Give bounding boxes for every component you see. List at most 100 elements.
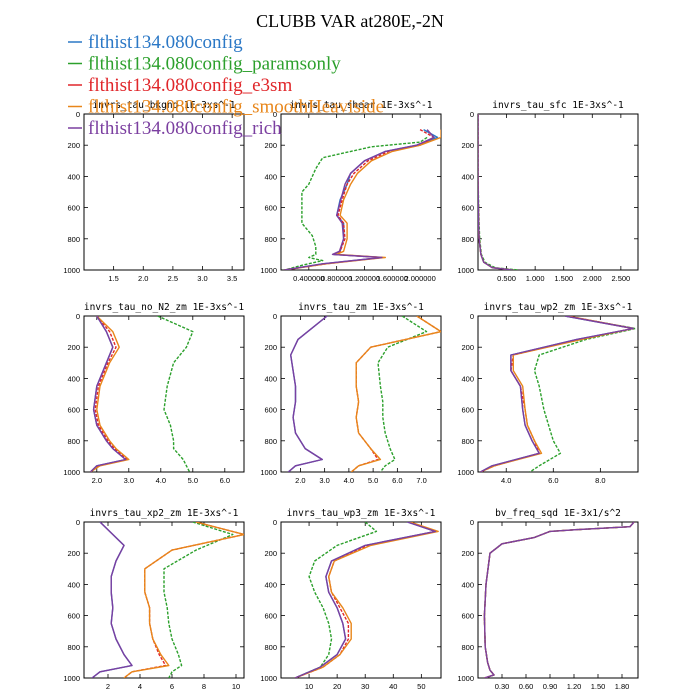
chart-panel: invrs_tau_bkgnd 1E-3xs^-1 0 200 400 600 800 10… xyxy=(63,100,245,283)
series-line-paramsonly xyxy=(478,114,519,270)
plot-frame xyxy=(83,315,245,473)
series-line-e3sm xyxy=(483,522,635,678)
x-tick-label: 0.400000 xyxy=(293,274,324,283)
y-tick-label: 0 xyxy=(76,518,80,527)
y-tick-label: 600 xyxy=(264,204,277,213)
panel-title: invrs_tau_sfc 1E-3xs^-1 xyxy=(492,100,624,111)
y-tick-label: 1000 xyxy=(63,468,80,477)
y-tick-label: 1000 xyxy=(457,266,474,275)
series-line-paramsonly xyxy=(483,522,635,678)
series-line-rich xyxy=(91,522,133,678)
series-line-paramsonly xyxy=(529,316,637,472)
series-line-smoothHeaviside xyxy=(480,316,634,472)
plot-frame xyxy=(83,521,245,679)
x-tick-label: 1.50 xyxy=(591,682,606,691)
panel-title: invrs_tau_bkgnd 1E-3xs^-1 xyxy=(93,100,236,111)
series-line-smoothHeaviside xyxy=(284,129,441,270)
series-line-smoothHeaviside xyxy=(483,522,635,678)
y-tick-label: 400 xyxy=(264,374,277,383)
y-tick-label: 200 xyxy=(461,343,474,352)
y-tick-label: 800 xyxy=(67,235,80,244)
x-tick-label: 0.500 xyxy=(497,274,516,283)
y-tick-label: 600 xyxy=(67,406,80,415)
x-tick-label: 4.0 xyxy=(156,476,166,485)
x-tick-label: 1.200000 xyxy=(349,274,380,283)
y-tick-label: 1000 xyxy=(457,468,474,477)
x-tick-label: 2 xyxy=(106,682,110,691)
series-line-config xyxy=(478,114,513,270)
x-tick-label: 3.0 xyxy=(124,476,134,485)
y-tick-label: 0 xyxy=(273,312,277,321)
x-tick-label: 10 xyxy=(305,682,313,691)
y-tick-label: 800 xyxy=(264,643,277,652)
x-tick-label: 2.0 xyxy=(92,476,102,485)
chart-panel: invrs_tau_sfc 1E-3xs^-1 0 200 400 600 800 1000… xyxy=(457,100,639,283)
panel-title: invrs_tau_zm 1E-3xs^-1 xyxy=(298,302,424,313)
y-tick-label: 400 xyxy=(67,580,80,589)
plot-frame xyxy=(280,315,442,473)
legend-label: flthist134.080config_rich xyxy=(88,118,282,139)
figure-title: CLUBB VAR at280E,-2N xyxy=(256,11,444,31)
x-tick-label: 8 xyxy=(202,682,206,691)
series-line-paramsonly xyxy=(294,522,378,678)
y-tick-label: 200 xyxy=(461,141,474,150)
series-line-smoothHeaviside xyxy=(350,316,441,472)
panel-title: bv_freq_sqd 1E-3x1/s^2 xyxy=(495,508,621,519)
x-tick-label: 4.0 xyxy=(501,476,511,485)
chart-panel: invrs_tau_wp3_zm 1E-3xs^-1 0 200 400 600 800 1… xyxy=(260,508,442,691)
panel-title: invrs_tau_wp2_zm 1E-3xs^-1 xyxy=(484,302,633,313)
series-line-smoothHeaviside xyxy=(294,522,439,678)
legend-label: flthist134.080config_paramsonly xyxy=(88,54,341,75)
y-tick-label: 400 xyxy=(461,580,474,589)
plot-frame xyxy=(477,113,639,271)
x-tick-label: 4 xyxy=(138,682,142,691)
y-tick-label: 800 xyxy=(67,437,80,446)
series-line-config xyxy=(483,522,635,678)
series-line-rich xyxy=(89,316,127,472)
y-tick-label: 600 xyxy=(264,406,277,415)
plot-frame xyxy=(280,521,442,679)
y-tick-label: 200 xyxy=(264,141,277,150)
y-tick-label: 200 xyxy=(461,549,474,558)
x-tick-label: 6.0 xyxy=(548,476,558,485)
series-line-rich xyxy=(294,522,437,678)
x-tick-label: 40 xyxy=(389,682,397,691)
chart-panel: invrs_tau_zm 1E-3xs^-1 0 200 400 600 800 1000 2… xyxy=(260,302,442,485)
series-line-e3sm xyxy=(123,522,244,678)
y-tick-label: 200 xyxy=(67,141,80,150)
x-tick-label: 0.90 xyxy=(543,682,558,691)
x-tick-label: 3.0 xyxy=(197,274,207,283)
y-tick-label: 600 xyxy=(264,612,277,621)
x-tick-label: 1.000 xyxy=(526,274,545,283)
panel-title: invrs_tau_shear 1E-3xs^-1 xyxy=(290,100,433,111)
x-tick-label: 0.800000 xyxy=(321,274,352,283)
series-line-e3sm xyxy=(478,114,513,270)
x-tick-label: 6.0 xyxy=(392,476,402,485)
y-tick-label: 0 xyxy=(76,312,80,321)
panel-grid: invrs_tau_bkgnd 1E-3xs^-1020040060080010… xyxy=(63,100,639,691)
chart-panel: invrs_tau_xp2_zm 1E-3xs^-1 0 200 400 600 800 1… xyxy=(63,508,245,691)
plot-frame xyxy=(477,315,639,473)
series-line-paramsonly xyxy=(377,316,428,472)
x-tick-label: 2.0 xyxy=(138,274,148,283)
y-tick-label: 600 xyxy=(67,612,80,621)
y-tick-label: 0 xyxy=(470,110,474,119)
y-tick-label: 400 xyxy=(461,374,474,383)
series-line-paramsonly xyxy=(284,136,428,270)
series-line-config xyxy=(287,316,328,472)
legend-label: flthist134.080config_smoothHeaviside xyxy=(88,97,384,118)
series-line-rich xyxy=(287,316,328,472)
x-tick-label: 2.0 xyxy=(295,476,305,485)
y-tick-label: 400 xyxy=(461,172,474,181)
y-tick-label: 400 xyxy=(264,580,277,589)
y-tick-label: 800 xyxy=(264,437,277,446)
series-line-rich xyxy=(478,114,513,270)
x-tick-label: 6 xyxy=(170,682,174,691)
panel-title: invrs_tau_wp3_zm 1E-3xs^-1 xyxy=(287,508,436,519)
x-tick-label: 6.0 xyxy=(220,476,230,485)
x-tick-label: 2.000000 xyxy=(404,274,435,283)
y-tick-label: 1000 xyxy=(260,674,277,683)
y-tick-label: 600 xyxy=(67,204,80,213)
x-tick-label: 30 xyxy=(361,682,369,691)
